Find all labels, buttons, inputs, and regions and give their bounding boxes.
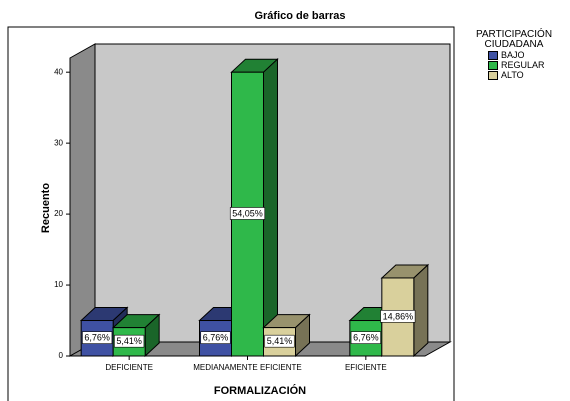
legend-item: ALTO bbox=[488, 70, 560, 80]
data-label-box bbox=[114, 334, 145, 348]
data-label: 5,41% bbox=[267, 336, 293, 346]
x-tick-label: EFICIENTE bbox=[345, 363, 387, 372]
legend-item: BAJO bbox=[488, 50, 560, 60]
y-tick-label: 20 bbox=[54, 209, 63, 218]
data-label: 6,76% bbox=[203, 333, 229, 343]
data-label: 14,86% bbox=[383, 311, 414, 321]
data-label-box bbox=[200, 331, 231, 344]
legend-item: REGULAR bbox=[488, 60, 560, 70]
data-label: 54,05% bbox=[232, 208, 263, 218]
legend-title: PARTICIPACIÓN CIUDADANA bbox=[475, 29, 553, 50]
data-label: 6,76% bbox=[84, 333, 110, 343]
legend-swatch bbox=[488, 70, 498, 80]
legend-label: REGULAR bbox=[501, 60, 545, 70]
legend-label: ALTO bbox=[501, 70, 524, 80]
legend-swatch bbox=[488, 50, 498, 60]
legend-label: BAJO bbox=[501, 50, 525, 60]
y-tick-label: 30 bbox=[54, 138, 63, 147]
legend-swatch bbox=[488, 60, 498, 70]
data-label: 6,76% bbox=[353, 333, 379, 343]
data-label-box bbox=[350, 331, 381, 344]
data-label-box bbox=[229, 207, 266, 220]
y-tick-label: 0 bbox=[59, 351, 64, 360]
data-label-box bbox=[82, 331, 113, 344]
bar-side bbox=[413, 263, 429, 358]
bar-side bbox=[263, 58, 278, 358]
legend: PARTICIPACIÓN CIUDADANA BAJO REGULAR ALTO bbox=[468, 29, 560, 81]
data-label: 5,41% bbox=[116, 336, 142, 346]
data-label-box bbox=[264, 334, 295, 348]
side-wall bbox=[69, 43, 96, 357]
x-axis-label: FORMALIZACIÓN bbox=[214, 384, 306, 397]
y-tick-label: 10 bbox=[54, 280, 63, 289]
data-label-box bbox=[380, 310, 416, 323]
y-tick-label: 40 bbox=[54, 67, 63, 76]
y-axis-label: Recuento bbox=[40, 183, 52, 233]
chart-title: Gráfico de barras bbox=[254, 10, 345, 22]
x-tick-label: MEDIANAMENTE EFICIENTE bbox=[193, 363, 301, 372]
x-tick-label: DEFICIENTE bbox=[105, 363, 153, 372]
